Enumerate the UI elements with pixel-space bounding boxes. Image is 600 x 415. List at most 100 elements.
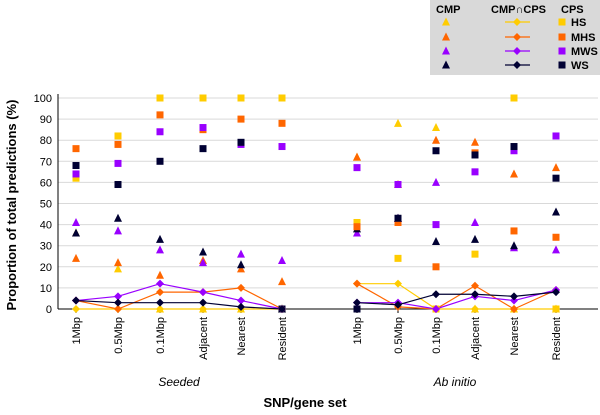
- legend-marker-cmp-ws: [442, 60, 450, 69]
- x-tick-label: 0.5Mbp: [113, 317, 125, 354]
- y-tick-label: 100: [34, 93, 52, 105]
- y-gridlines: [58, 97, 598, 289]
- point-cmp-mws: [237, 249, 245, 258]
- x-tick-label: 0.1Mbp: [431, 317, 443, 354]
- point-cps-mhs: [394, 218, 402, 226]
- point-cps-ws: [552, 174, 560, 182]
- x-tick-label: Resident: [551, 317, 563, 360]
- point-cmp-and-cps-ws: [199, 298, 207, 307]
- point-cmp-and-cps-ws: [353, 298, 361, 307]
- point-cmp-and-cps-ws: [278, 305, 286, 313]
- point-cps-hs: [353, 218, 361, 226]
- point-cmp-mws: [156, 245, 164, 254]
- point-cps-hs: [394, 254, 402, 262]
- point-cmp-and-cps-mws: [199, 288, 207, 297]
- point-cmp-and-cps-ws: [471, 290, 479, 299]
- point-cps-mhs: [432, 263, 440, 271]
- legend-marker-cmp-mws: [442, 46, 450, 55]
- x-tick-label: 0.5Mbp: [393, 317, 405, 354]
- point-cps-hs: [199, 94, 207, 102]
- y-tick-label: 90: [40, 114, 52, 126]
- data-points: [72, 94, 560, 313]
- point-cmp-and-cps-ws: [156, 298, 164, 307]
- y-tick-label: 50: [40, 199, 52, 211]
- point-cmp-mws: [432, 177, 440, 186]
- point-cmp-hs: [114, 264, 122, 273]
- point-cmp-mhs: [72, 253, 80, 262]
- point-cmp-and-cps-hs: [72, 305, 80, 313]
- point-cps-mws: [114, 159, 122, 167]
- point-cps-mws: [72, 170, 80, 178]
- point-cps-mws: [552, 132, 560, 140]
- legend-header-cmp: CMP: [436, 4, 460, 16]
- point-cps-ws: [510, 143, 518, 151]
- point-cmp-ws: [432, 236, 440, 245]
- point-cmp-and-cps-ws: [114, 298, 122, 307]
- y-tick-label: 40: [40, 220, 52, 232]
- point-cmp-mhs: [278, 277, 286, 286]
- point-cmp-mhs: [237, 264, 245, 273]
- point-cps-mhs: [156, 111, 164, 119]
- point-cmp-ws: [72, 228, 80, 237]
- point-cmp-and-cps-hs: [552, 305, 560, 313]
- point-cps-hs: [114, 132, 122, 140]
- point-cps-ws: [199, 145, 207, 153]
- point-cps-ws: [353, 305, 361, 313]
- legend-marker-cps-ws: [558, 61, 566, 69]
- point-cps-ws: [432, 147, 440, 155]
- point-cps-ws: [394, 214, 402, 222]
- point-cps-mws: [394, 181, 402, 189]
- point-cps-mws: [278, 143, 286, 151]
- point-cmp-and-cps-ws: [72, 296, 80, 305]
- point-cmp-and-cps-hs: [199, 305, 207, 313]
- point-cmp-mws: [552, 245, 560, 254]
- series-line-cmp-and-cps-mws: [357, 289, 557, 310]
- point-cps-mhs: [72, 145, 80, 153]
- point-cmp-and-cps-mhs: [237, 283, 245, 292]
- point-cps-mws: [156, 128, 164, 136]
- y-tick-label: 0: [46, 304, 52, 316]
- point-cps-mws: [510, 147, 518, 155]
- point-cps-mws: [353, 164, 361, 172]
- point-cmp-mhs: [471, 137, 479, 146]
- series-line-cmp-and-cps-ws: [356, 291, 557, 306]
- x-tick-label: Adjacent: [470, 317, 482, 360]
- point-cmp-mws: [278, 255, 286, 264]
- point-cps-mhs: [278, 119, 286, 127]
- legend-marker-cmp-and-cps-mws: [513, 47, 521, 55]
- y-tick-label: 80: [40, 135, 52, 147]
- point-cmp-mhs: [552, 163, 560, 172]
- legend-label-mws: MWS: [571, 46, 598, 58]
- legend-marker-cps-mws: [558, 47, 566, 55]
- group-label-ab-initio: Ab initio: [433, 375, 477, 389]
- y-axis-title: Proportion of total predictions (%): [4, 100, 19, 311]
- point-cps-mws: [471, 168, 479, 176]
- point-cmp-and-cps-mhs: [510, 305, 518, 313]
- y-tick-label: 60: [40, 177, 52, 189]
- point-cmp-hs: [394, 118, 402, 127]
- point-cps-ws: [471, 151, 479, 159]
- point-cmp-and-cps-ws: [432, 290, 440, 299]
- point-cps-hs: [278, 94, 286, 102]
- point-cmp-and-cps-mws: [156, 279, 164, 288]
- point-cmp-ws: [156, 234, 164, 243]
- point-cmp-mws: [199, 258, 207, 267]
- point-cmp-and-cps-mhs: [471, 281, 479, 290]
- y-tick-label: 20: [40, 262, 52, 274]
- x-tick-label: Adjacent: [198, 317, 210, 360]
- point-cps-mws: [432, 221, 440, 229]
- point-cmp-and-cps-hs: [156, 305, 164, 313]
- point-cmp-and-cps-mws: [510, 296, 518, 305]
- point-cmp-ws: [552, 207, 560, 216]
- point-cmp-mhs: [353, 152, 361, 161]
- point-cps-mhs: [237, 115, 245, 123]
- legend-marker-cmp-and-cps-mhs: [513, 33, 521, 41]
- series-line-cmp-and-cps-mhs: [75, 287, 283, 310]
- point-cps-ws: [156, 157, 164, 165]
- point-cmp-hs: [432, 123, 440, 132]
- y-tick-label: 70: [40, 156, 52, 168]
- legend-label-hs: HS: [571, 17, 586, 29]
- legend-marker-cps-hs: [558, 18, 566, 26]
- y-tick-label: 30: [40, 241, 52, 253]
